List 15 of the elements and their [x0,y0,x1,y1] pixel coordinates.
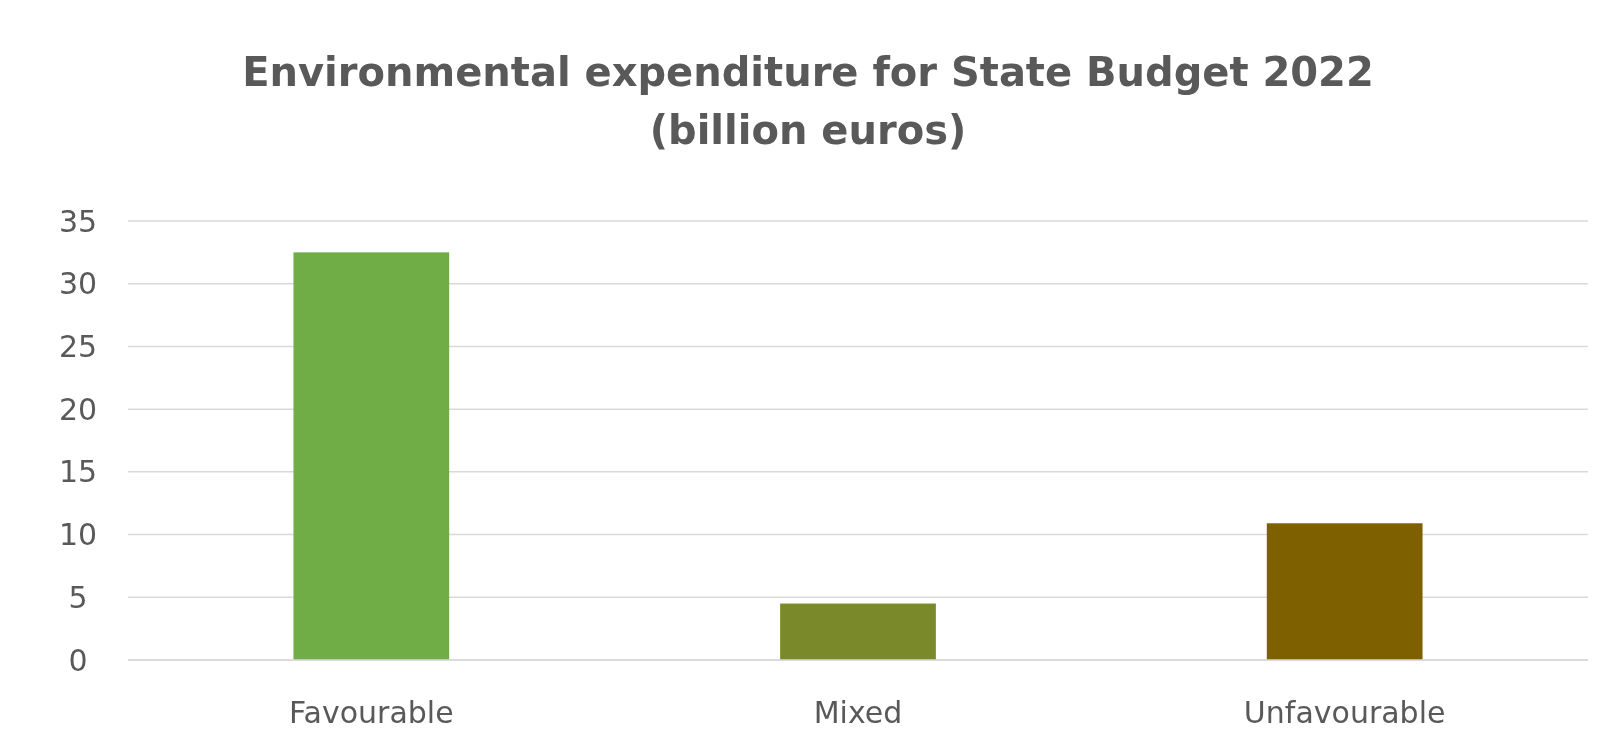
y-tick-label: 20 [58,391,98,427]
bar [1266,523,1423,660]
y-tick-label: 15 [58,454,98,490]
y-tick-label: 0 [68,642,88,678]
y-tick-label: 35 [58,203,98,239]
bar [780,603,936,660]
x-tick-label: Mixed [813,695,903,730]
y-tick-label: 5 [68,579,88,615]
chart-title: Environmental expenditure for State Budget 2022 (billion euros) [242,49,1374,153]
bar [293,252,450,660]
y-tick-label: 30 [58,266,98,302]
y-tick-label: 25 [58,328,98,364]
x-tick-label: Favourable [289,695,454,730]
y-tick-label: 10 [58,517,98,553]
x-tick-label: Unfavourable [1243,695,1446,730]
